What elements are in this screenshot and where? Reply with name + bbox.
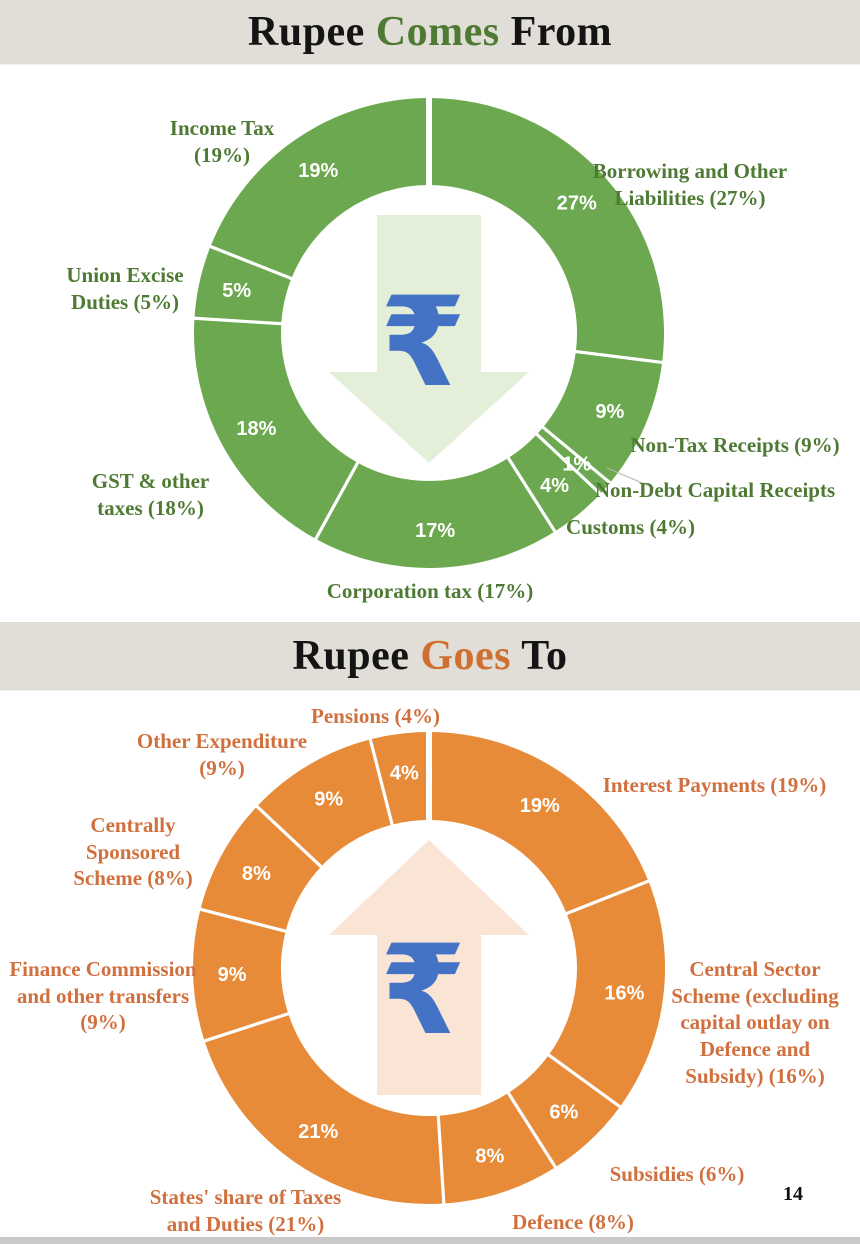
page-number: 14 (783, 1183, 803, 1205)
donut-segment (193, 909, 289, 1041)
ring-percentage-label: 4% (540, 475, 569, 497)
segment-label: Other Expenditure (9%) (136, 729, 308, 780)
donut-segment (204, 1013, 444, 1204)
segment-label: Central Sector Scheme (excluding capital… (671, 957, 839, 1088)
ring-percentage-label: 27% (557, 193, 597, 215)
ring-percentage-label: 9% (218, 964, 247, 986)
title-word: To (521, 633, 568, 679)
donut-segment (256, 739, 393, 867)
ring-percentage-label: 8% (475, 1145, 504, 1167)
ring-percentage-label: 8% (242, 863, 271, 885)
segment-divider (505, 1090, 558, 1170)
segment-divider (534, 431, 603, 497)
donut-segment (200, 806, 322, 932)
segment-label: Subsidies (6%) (609, 1162, 745, 1186)
ring-percentage-label: 5% (222, 280, 251, 302)
title-accent-word: Comes (375, 9, 500, 55)
page-bottom-edge (0, 1237, 860, 1244)
donut-svg: ₹19% 16% 6% 8% 21% 9% 8% 9% 4% (193, 730, 666, 1206)
label-leader-line (606, 467, 655, 489)
segment-label: Borrowing and Other Liabilities (27%) (592, 159, 788, 210)
donut-segment (536, 427, 611, 494)
segment-divider (436, 1113, 446, 1206)
donut-segment (210, 98, 429, 279)
rupee-comes-from-donut-chart: ₹27% 9% 1% 4% 17% 18% 5% 19% Borrowing and Other… (0, 64, 860, 622)
ring-percentage-label: 6% (549, 1102, 578, 1124)
segment-divider (368, 737, 395, 827)
donut-segment (429, 98, 664, 363)
up-arrow-icon (329, 840, 529, 1095)
title-word: Rupee (247, 9, 365, 55)
donut-segment (370, 732, 429, 825)
ring-percentage-label: 17% (415, 520, 455, 542)
ring-percentage-label: 19% (520, 795, 560, 817)
segment-label: Finance Commission and other transfers (… (9, 957, 197, 1035)
segment-label: GST & other taxes (18%) (91, 469, 210, 520)
ring-percentage-label: 16% (604, 983, 644, 1005)
segment-divider (313, 460, 361, 542)
segment-divider (192, 316, 284, 326)
segment-label: Interest Payments (19%) (602, 773, 827, 797)
segment-divider (202, 1011, 291, 1044)
title-accent-word: Goes (420, 633, 512, 679)
rupee-symbol-icon: ₹ (380, 919, 466, 1063)
segment-label: Non-Debt Capital Receipts (594, 478, 836, 502)
rupee-symbol-icon: ₹ (380, 271, 466, 415)
segment-label: Non-Tax Receipts (9%) (630, 433, 840, 457)
segment-label: States' share of Taxes and Duties (21%) (149, 1185, 342, 1236)
segment-label: Union Excise Duties (5%) (66, 263, 184, 314)
segment-divider (505, 455, 558, 534)
segment-divider (564, 878, 651, 916)
ring-percentage-label: 9% (314, 788, 343, 810)
ring-percentage-label: 21% (298, 1121, 338, 1143)
down-arrow-icon (329, 215, 529, 463)
ring-percentage-label: 19% (298, 160, 338, 182)
segment-divider (254, 803, 324, 870)
segment-divider (546, 1052, 623, 1110)
section-header-rupee-comes-from: Rupee Comes From (0, 0, 860, 64)
donut-segment (194, 318, 358, 539)
ring-percentage-label: 18% (236, 418, 276, 440)
donut-segment (508, 1054, 620, 1168)
donut-svg: ₹27% 9% 1%4% 17% 18% 5% 19% (192, 96, 665, 568)
donut-segment (429, 732, 649, 914)
segment-label: Customs (4%) (566, 515, 695, 539)
ring-percentage-label: 1% (562, 453, 591, 475)
title-word: From (510, 9, 613, 55)
segment-label: Pensions (4%) (311, 704, 440, 728)
segment-divider (573, 349, 665, 365)
page-title-goes-to: Rupee Goes To (293, 632, 568, 680)
segment-divider (208, 244, 294, 281)
segment-divider (198, 907, 288, 934)
donut-segment (508, 434, 601, 532)
segment-label: Income Tax (19%) (169, 116, 275, 167)
section-header-rupee-goes-to: Rupee Goes To (0, 622, 860, 690)
donut-segment (438, 1092, 556, 1204)
donut-segment (194, 246, 292, 324)
page-title-comes-from: Rupee Comes From (248, 8, 612, 56)
donut-segment (315, 457, 555, 568)
segment-label: Centrally Sponsored Scheme (8%) (73, 813, 193, 891)
donut-segment (548, 881, 666, 1107)
ring-percentage-label: 9% (595, 401, 624, 423)
ring-percentage-label: 4% (390, 763, 419, 785)
segment-label: Corporation tax (17%) (326, 579, 534, 603)
segment-divider (540, 424, 613, 486)
title-word: Rupee (292, 633, 410, 679)
segment-label: Defence (8%) (512, 1210, 634, 1234)
rupee-goes-to-donut-chart: ₹19% 16% 6% 8% 21% 9% 8% 9% 4% Interest Payments … (0, 690, 860, 1244)
